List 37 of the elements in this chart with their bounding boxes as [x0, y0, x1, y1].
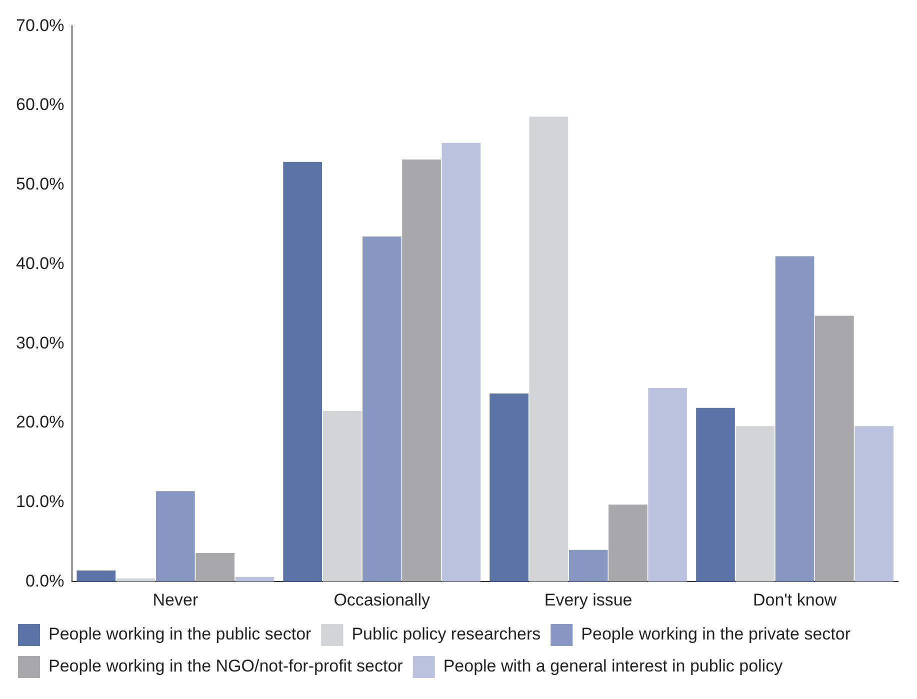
bar: [854, 426, 894, 582]
bar: [529, 116, 568, 582]
y-tick-label: 60.0%: [16, 95, 64, 114]
bar: [568, 550, 608, 582]
bar: [736, 426, 775, 582]
y-tick-label: 70.0%: [16, 16, 64, 35]
bar: [648, 388, 688, 582]
x-tick-label: Occasionally: [334, 590, 431, 610]
bar: [156, 491, 195, 582]
y-tick-label: 30.0%: [16, 333, 64, 352]
y-tick-label: 10.0%: [16, 492, 64, 511]
legend-label: People with a general interest in public policy: [443, 656, 784, 676]
bar: [696, 408, 735, 582]
legend-label: People working in the private sector: [581, 624, 851, 644]
bar: [490, 394, 528, 582]
bar: [442, 142, 481, 582]
bar: [116, 578, 156, 582]
x-tick-label: Every issue: [544, 590, 632, 610]
bar: [283, 162, 322, 582]
bar: [196, 553, 234, 582]
bar: [235, 576, 274, 582]
y-tick-label: 40.0%: [16, 254, 64, 273]
y-tick-label: 20.0%: [16, 412, 64, 432]
x-tick-label: Never: [152, 590, 198, 610]
legend-label: People working in the public sector: [48, 624, 312, 644]
legend-label: People working in the NGO/not-for-profit sector: [48, 656, 404, 676]
bar: [362, 236, 402, 582]
y-tick-label: 0.0%: [25, 571, 64, 590]
bar: [608, 504, 648, 582]
bar: [402, 159, 441, 582]
y-tick-label: 50.0%: [16, 174, 64, 194]
legend-label: Public policy researchers: [352, 624, 541, 644]
bar: [775, 256, 814, 582]
bar: [76, 570, 116, 582]
bar: [814, 316, 854, 582]
x-tick-label: Don't know: [752, 590, 838, 610]
bar: [322, 411, 362, 582]
